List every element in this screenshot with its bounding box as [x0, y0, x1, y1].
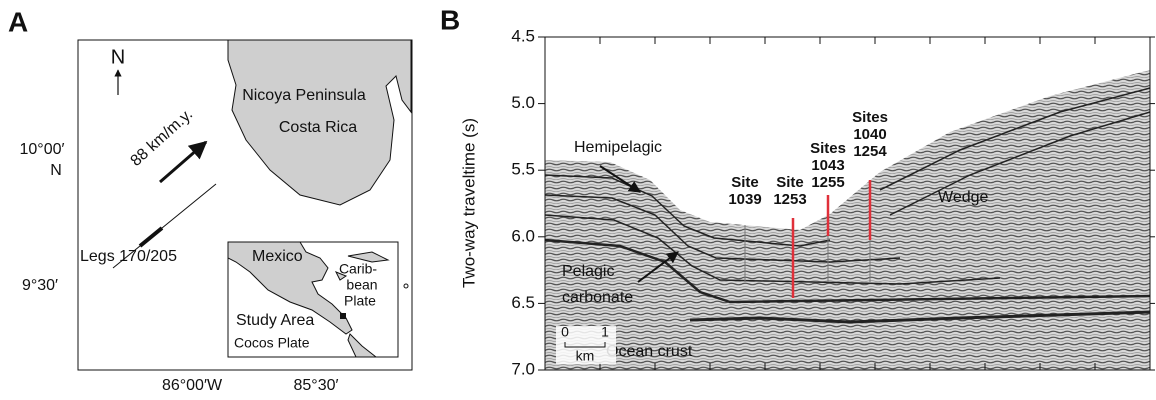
core-penetration — [791, 180, 872, 298]
panel-label: A — [8, 6, 28, 37]
scale-bar — [564, 342, 606, 348]
y-tick-label: 6.0 — [511, 226, 535, 245]
site-label: Site — [776, 174, 804, 191]
site-label: 1255 — [811, 174, 844, 191]
inset-label: Mexico — [252, 248, 303, 265]
legs-label: Legs 170/205 — [80, 248, 177, 265]
site-label: Sites — [810, 140, 846, 157]
profile-segment — [138, 226, 164, 248]
annotation: Wedge — [938, 189, 989, 206]
lat-label: 10°00′ — [20, 141, 65, 158]
lon-label: 85°30′ — [294, 377, 339, 394]
site-lines — [744, 225, 871, 282]
y-tick-label: 7.0 — [511, 359, 535, 378]
site-label: Sites — [852, 109, 888, 126]
y-tick-label: 6.5 — [511, 293, 535, 312]
plot-frame — [544, 36, 1151, 371]
scale-label: km — [576, 348, 595, 364]
scale-bg — [556, 326, 616, 364]
land — [227, 39, 412, 206]
inset-label: Plate — [344, 293, 376, 309]
reflectors — [544, 87, 1151, 324]
top-ticks — [599, 37, 1096, 370]
seismic-image — [545, 70, 1150, 370]
inset-map: Mexico Carib- bean Plate Study Area Coco… — [227, 241, 409, 358]
north-label: N — [111, 46, 125, 68]
lat-hemisphere: N — [50, 162, 62, 179]
lat-label: 9°30′ — [22, 277, 58, 294]
region-label: Nicoya Peninsula — [242, 87, 366, 104]
seismic-line — [112, 183, 217, 269]
site-label: 1040 — [853, 126, 886, 143]
site-label: 1039 — [728, 191, 761, 208]
site-label: 1043 — [811, 157, 844, 174]
inset-label: Carib- — [339, 261, 377, 277]
plate-motion-arrow — [159, 140, 208, 184]
y-axis-label: Two-way traveltime (s) — [459, 118, 478, 288]
panel-a: A N 88 km/m.y. Nicoya Peninsula Costa Ri… — [8, 6, 413, 394]
lon-label: 86°00′W — [162, 377, 223, 394]
annotation: Pelagic — [562, 263, 614, 280]
inset-label: Cocos Plate — [234, 335, 310, 351]
inset-label: bean — [346, 277, 377, 293]
inset-label: Study Area — [236, 312, 314, 329]
scale-label: 0 — [561, 324, 569, 340]
country-label: Costa Rica — [279, 119, 357, 136]
arrow — [599, 165, 642, 193]
y-tick-label: 5.5 — [511, 160, 535, 179]
annotation: Ocean crust — [606, 343, 693, 360]
panel-b: B Two-way traveltime (s) Hemipelagic Pel… — [440, 4, 1155, 378]
panel-label: B — [440, 4, 460, 35]
arrow — [637, 251, 679, 283]
site-label: 1253 — [773, 191, 806, 208]
y-tick-label: 4.5 — [511, 26, 535, 45]
y-tick-label: 5.0 — [511, 93, 535, 112]
annotation: carbonate — [562, 289, 633, 306]
site-label: Site — [731, 174, 759, 191]
annotation: Hemipelagic — [574, 139, 662, 156]
scale-label: 1 — [601, 324, 609, 340]
site-label: 1254 — [853, 143, 887, 160]
